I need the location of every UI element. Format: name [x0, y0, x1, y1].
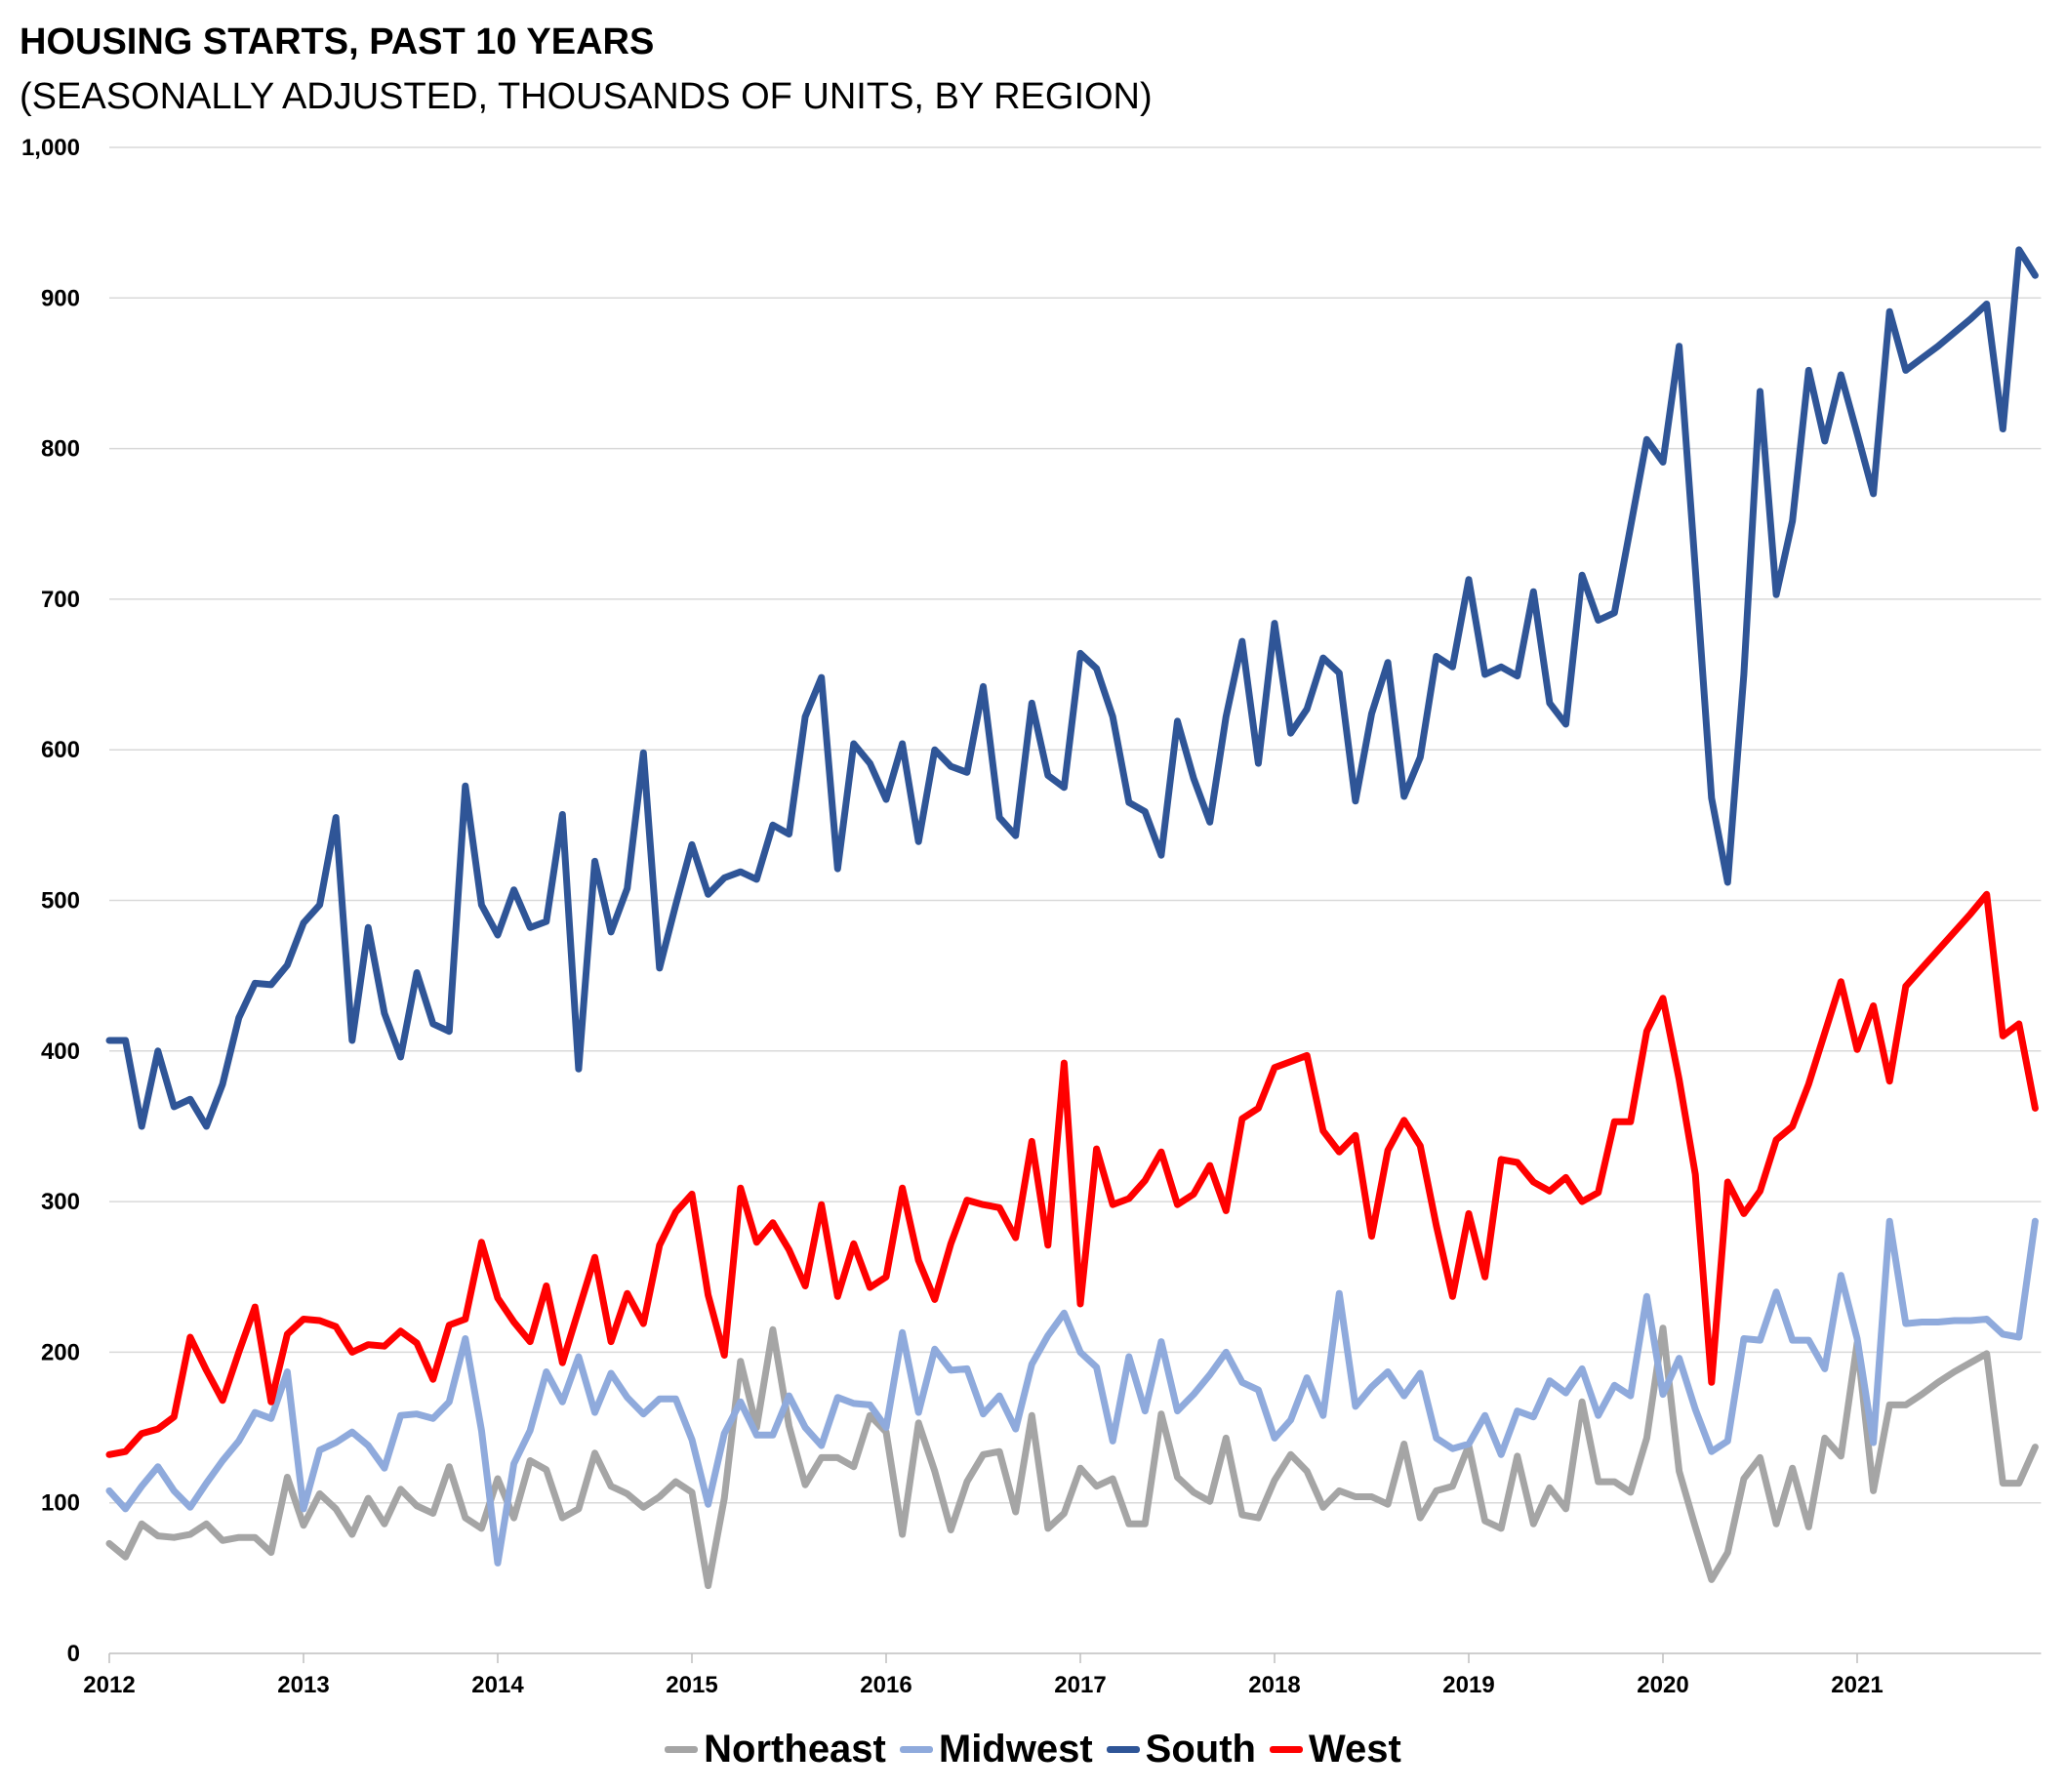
- x-tick-label: 2017: [1054, 1672, 1106, 1698]
- legend-item-midwest: Midwest: [899, 1728, 1093, 1772]
- y-tick-label: 600: [41, 737, 80, 763]
- x-tick-label: 2021: [1831, 1672, 1883, 1698]
- legend-label: Northeast: [704, 1728, 886, 1771]
- series-line-south: [105, 246, 2039, 1130]
- x-tick-label: 2015: [666, 1672, 717, 1698]
- series-lines: [105, 246, 2039, 1590]
- legend-item-northeast: Northeast: [665, 1728, 886, 1772]
- y-tick-label: 300: [41, 1189, 80, 1215]
- y-tick-label: 1,000: [21, 135, 80, 161]
- y-tick-label: 700: [41, 587, 80, 613]
- legend-label: South: [1145, 1728, 1256, 1771]
- y-tick-label: 0: [67, 1641, 80, 1667]
- series-line-northeast: [105, 1324, 2039, 1590]
- chart-subtitle: (SEASONALLY ADJUSTED, THOUSANDS OF UNITS…: [20, 76, 1153, 117]
- y-tick-label: 100: [41, 1490, 80, 1517]
- y-tick-label: 800: [41, 436, 80, 463]
- legend-swatch: [899, 1746, 933, 1753]
- legend-swatch: [1106, 1746, 1140, 1753]
- legend-swatch: [665, 1746, 699, 1753]
- y-tick-label: 900: [41, 285, 80, 311]
- x-tick-label: 2014: [471, 1672, 524, 1698]
- series-line-west: [105, 890, 2039, 1458]
- x-tick-label: 2016: [860, 1672, 911, 1698]
- chart-title: HOUSING STARTS, PAST 10 YEARS: [20, 21, 655, 62]
- gridlines: [109, 146, 2042, 1654]
- x-tick-label: 2018: [1248, 1672, 1300, 1698]
- x-tick-label: 2012: [83, 1672, 135, 1698]
- legend-label: West: [1308, 1728, 1401, 1771]
- y-tick-label: 400: [41, 1039, 80, 1065]
- x-axis: 2012 2013 2014 2015 2016 2017 2018 2019 2020 2021: [83, 1653, 1884, 1698]
- x-tick-label: 2019: [1442, 1672, 1494, 1698]
- x-tick-label: 2013: [277, 1672, 329, 1698]
- y-axis: 0 100 200 300 400 500 600 700 800 900 1,000: [21, 135, 80, 1667]
- y-tick-label: 200: [41, 1339, 80, 1365]
- y-tick-label: 500: [41, 888, 80, 915]
- legend-item-south: South: [1106, 1728, 1256, 1772]
- legend-label: Midwest: [938, 1728, 1093, 1771]
- legend-swatch: [1269, 1746, 1303, 1753]
- legend: Northeast Midwest South West: [0, 1728, 2066, 1772]
- legend-item-west: West: [1269, 1728, 1401, 1772]
- x-tick-label: 2020: [1637, 1672, 1688, 1698]
- series-line-midwest: [105, 1217, 2039, 1567]
